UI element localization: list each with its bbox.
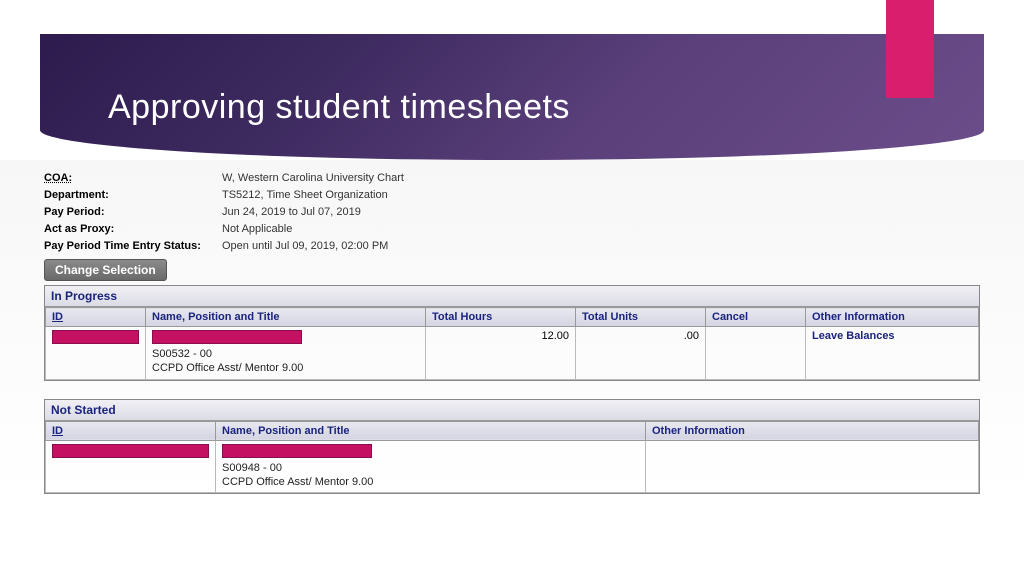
section-in-progress: In Progress ID Name, Position and Title … <box>44 285 980 381</box>
meta-department: Department: TS5212, Time Sheet Organizat… <box>44 189 980 201</box>
redacted-name <box>222 444 372 458</box>
table-header-row: ID Name, Position and Title Other Inform… <box>46 421 979 440</box>
cell-hours: 12.00 <box>426 327 576 380</box>
redacted-name <box>152 330 302 344</box>
change-selection-button[interactable]: Change Selection <box>44 259 167 281</box>
period-label: Pay Period: <box>44 206 222 218</box>
slide-banner: Approving student timesheets <box>0 0 1024 160</box>
coa-value: W, Western Carolina University Chart <box>222 172 404 184</box>
leave-balances-link[interactable]: Leave Balances <box>806 327 979 380</box>
table-row: S00948 - 00 CCPD Office Asst/ Mentor 9.0… <box>46 440 979 493</box>
position-code: S00948 - 00 <box>222 461 639 475</box>
col-name: Name, Position and Title <box>146 308 426 327</box>
cell-id <box>46 440 216 493</box>
section-title-in-progress: In Progress <box>45 286 979 307</box>
not-started-table: ID Name, Position and Title Other Inform… <box>45 421 979 494</box>
accent-tab <box>886 0 934 98</box>
col-name: Name, Position and Title <box>216 421 646 440</box>
cell-other <box>646 440 979 493</box>
proxy-label: Act as Proxy: <box>44 223 222 235</box>
table-row: S00532 - 00 CCPD Office Asst/ Mentor 9.0… <box>46 327 979 380</box>
cell-name: S00948 - 00 CCPD Office Asst/ Mentor 9.0… <box>216 440 646 493</box>
period-value: Jun 24, 2019 to Jul 07, 2019 <box>222 206 361 218</box>
col-id[interactable]: ID <box>46 421 216 440</box>
redacted-id <box>52 330 139 344</box>
slide-title: Approving student timesheets <box>108 88 570 127</box>
section-title-not-started: Not Started <box>45 400 979 421</box>
dept-value: TS5212, Time Sheet Organization <box>222 189 388 201</box>
status-value: Open until Jul 09, 2019, 02:00 PM <box>222 240 388 252</box>
meta-pay-period: Pay Period: Jun 24, 2019 to Jul 07, 2019 <box>44 206 980 218</box>
meta-coa: COA: W, Western Carolina University Char… <box>44 172 980 184</box>
in-progress-table: ID Name, Position and Title Total Hours … <box>45 307 979 380</box>
section-not-started: Not Started ID Name, Position and Title … <box>44 399 980 495</box>
meta-status: Pay Period Time Entry Status: Open until… <box>44 240 980 252</box>
col-id[interactable]: ID <box>46 308 146 327</box>
position-code: S00532 - 00 <box>152 347 419 361</box>
status-label: Pay Period Time Entry Status: <box>44 240 222 252</box>
dept-label: Department: <box>44 189 222 201</box>
content-area: COA: W, Western Carolina University Char… <box>0 160 1024 494</box>
col-cancel: Cancel <box>706 308 806 327</box>
col-units: Total Units <box>576 308 706 327</box>
redacted-id <box>52 444 209 458</box>
cell-name: S00532 - 00 CCPD Office Asst/ Mentor 9.0… <box>146 327 426 380</box>
cell-cancel <box>706 327 806 380</box>
proxy-value: Not Applicable <box>222 223 292 235</box>
col-other: Other Information <box>806 308 979 327</box>
position-title: CCPD Office Asst/ Mentor 9.00 <box>222 475 639 489</box>
position-title: CCPD Office Asst/ Mentor 9.00 <box>152 361 419 375</box>
col-other: Other Information <box>646 421 979 440</box>
coa-label: COA: <box>44 172 222 184</box>
table-header-row: ID Name, Position and Title Total Hours … <box>46 308 979 327</box>
col-hours: Total Hours <box>426 308 576 327</box>
meta-proxy: Act as Proxy: Not Applicable <box>44 223 980 235</box>
cell-id <box>46 327 146 380</box>
cell-units: .00 <box>576 327 706 380</box>
